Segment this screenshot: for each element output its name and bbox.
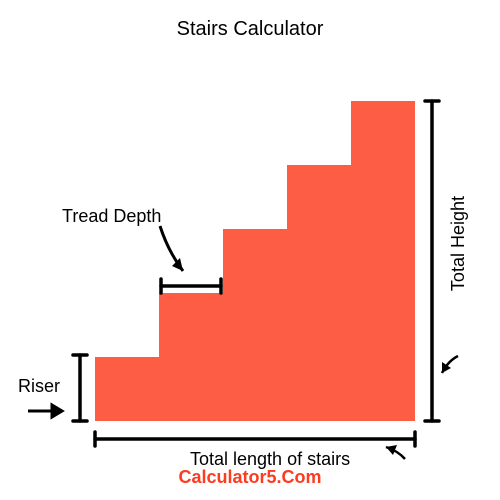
stairs-diagram: Tread Depth Riser Total length of stairs… [0, 41, 500, 461]
page-title: Stairs Calculator [0, 0, 500, 41]
total-length-label: Total length of stairs [190, 449, 350, 470]
tread-depth-bar [161, 279, 221, 293]
stairs-shape [95, 101, 415, 421]
tread-depth-arrow [160, 226, 183, 271]
total-height-label: Total Height [448, 196, 469, 291]
riser-label: Riser [18, 376, 60, 397]
stairs-svg [0, 41, 500, 461]
tread-depth-label: Tread Depth [62, 206, 161, 227]
total-length-arrow [386, 445, 405, 459]
riser-arrow [28, 405, 62, 417]
riser-bar [73, 355, 87, 421]
total-length-bar [95, 432, 415, 446]
total-height-arrow [442, 356, 458, 373]
total-height-bar [425, 101, 439, 421]
